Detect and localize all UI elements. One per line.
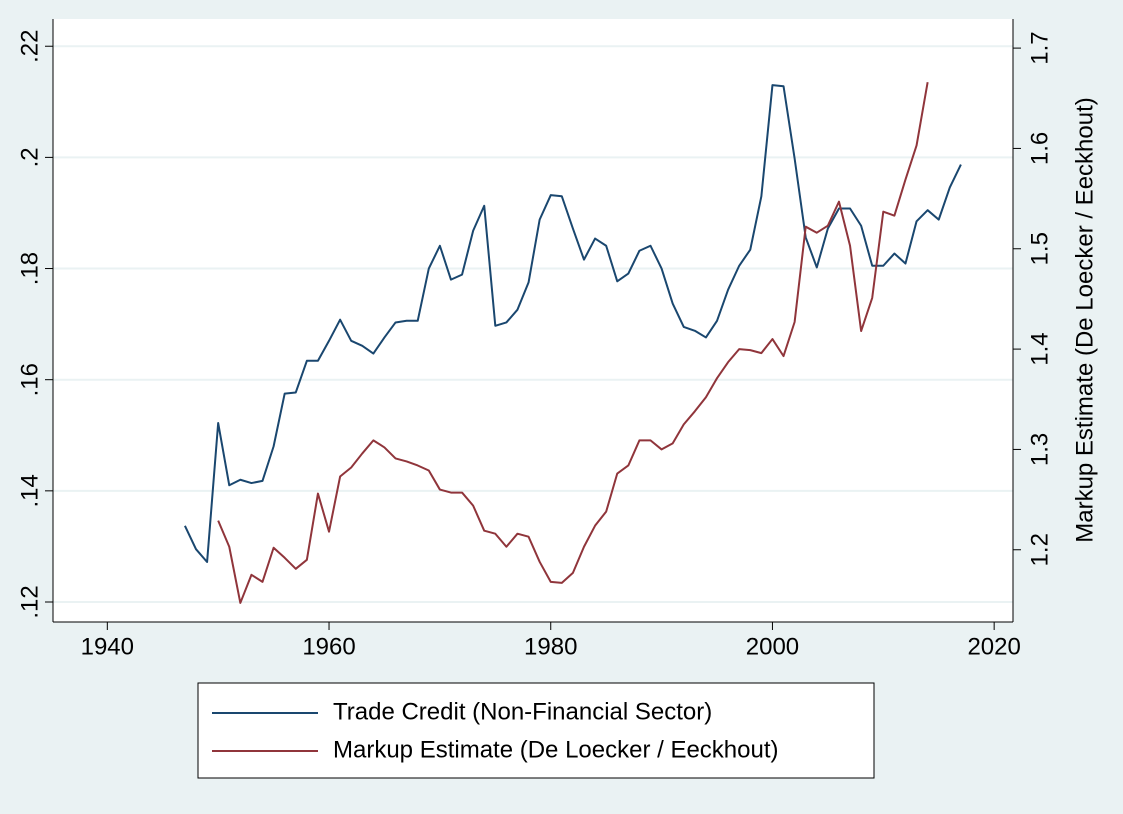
y2-tick-label: 1.5	[1026, 232, 1053, 265]
x-tick-label: 2020	[967, 633, 1020, 660]
x-tick-label: 2000	[746, 633, 799, 660]
x-tick-label: 1940	[81, 633, 134, 660]
legend-label: Markup Estimate (De Loecker / Eeckhout)	[333, 736, 779, 763]
y2-tick-label: 1.7	[1026, 31, 1053, 64]
y-tick-label: .22	[16, 30, 43, 63]
y-tick-label: .2	[16, 147, 43, 167]
y-tick-label: .18	[16, 252, 43, 285]
x-tick-label: 1960	[302, 633, 355, 660]
plot-area	[53, 19, 1013, 622]
y2-tick-label: 1.2	[1026, 533, 1053, 566]
y-tick-label: .16	[16, 363, 43, 396]
series-line	[184, 84, 962, 563]
legend-label: Trade Credit (Non-Financial Sector)	[333, 698, 712, 725]
y2-axis-title: Markup Estimate (De Loecker / Eeckhout)	[1071, 97, 1098, 543]
y-tick-label: .12	[16, 585, 43, 618]
y-tick-label: .14	[16, 474, 43, 507]
legend-box	[197, 682, 875, 779]
y2-tick-label: 1.4	[1026, 332, 1053, 365]
y2-tick-label: 1.3	[1026, 433, 1053, 466]
y2-tick-label: 1.6	[1026, 132, 1053, 165]
x-tick-label: 1980	[524, 633, 577, 660]
series-line	[217, 82, 929, 604]
